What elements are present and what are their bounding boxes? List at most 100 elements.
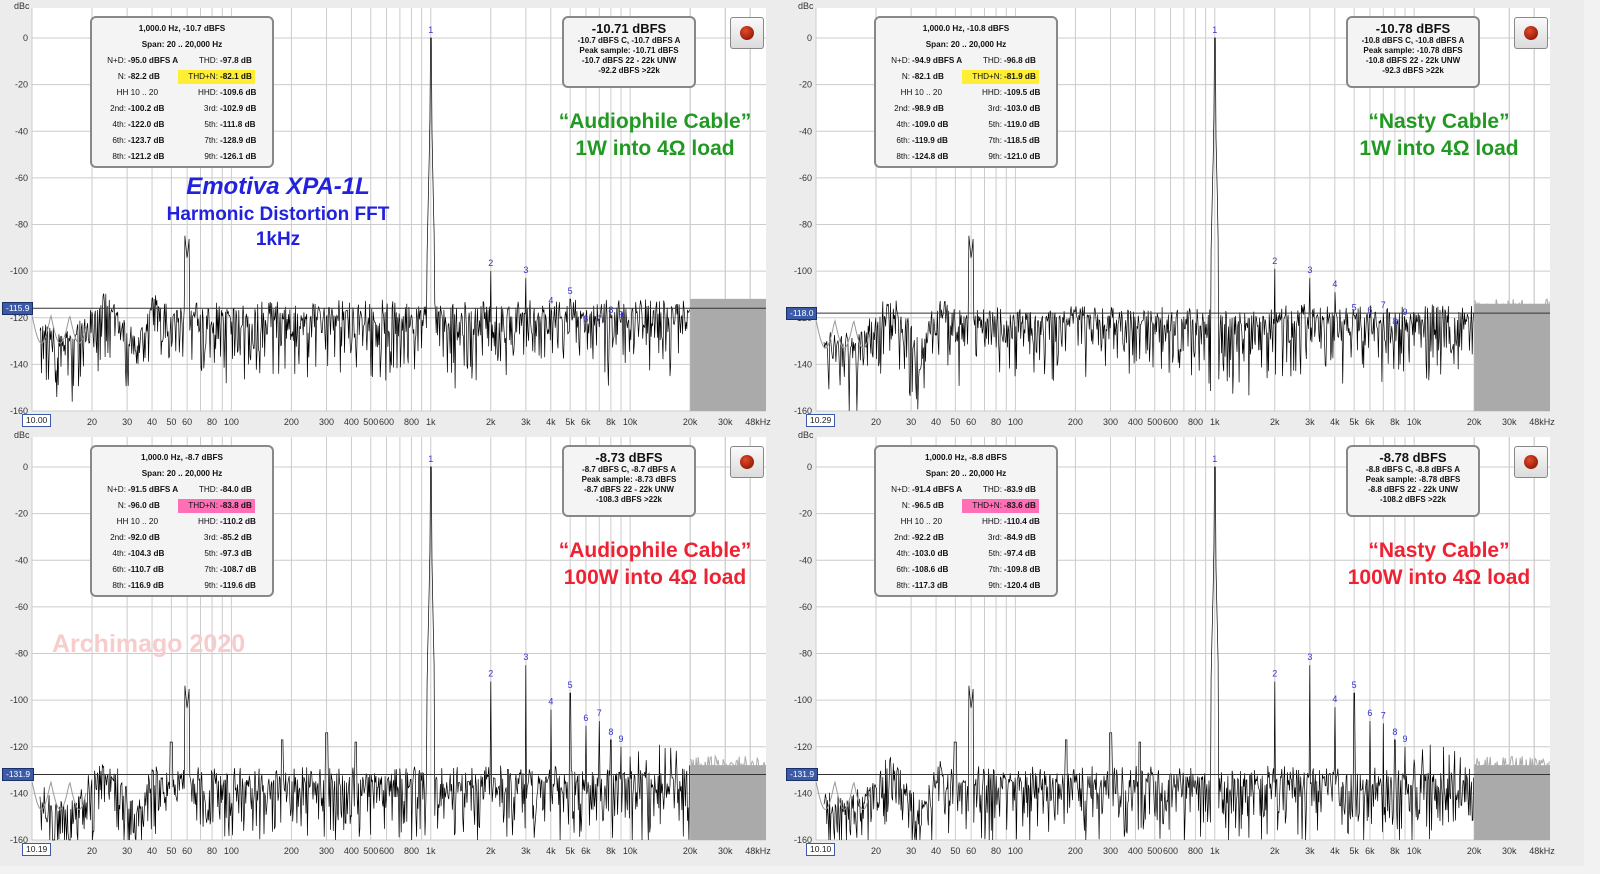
distortion-info-box: 1,000.0 Hz, -8.8 dBFS Span: 20 .. 20,000 … bbox=[874, 445, 1058, 597]
info-label: THD: bbox=[198, 56, 218, 65]
info-label: THD: bbox=[198, 485, 218, 494]
harmonic-label: 4 bbox=[1332, 279, 1337, 289]
fft-trace bbox=[39, 466, 690, 841]
info-row: 1,000.0 Hz, -8.7 dBFS bbox=[92, 451, 272, 465]
filtered-trace bbox=[689, 299, 766, 318]
caption-line2: 1W into 4Ω load bbox=[575, 137, 735, 160]
harmonic-label: 9 bbox=[1403, 734, 1408, 744]
info-value: -121.2 dB bbox=[128, 152, 165, 161]
y-tick-label: -40 bbox=[15, 555, 28, 565]
level-line: -8.8 dBFS 22 - 22k UNW bbox=[1368, 485, 1458, 494]
x-tick-label: 60 bbox=[182, 846, 192, 856]
record-button[interactable] bbox=[730, 446, 764, 478]
info-label: THD+N: bbox=[962, 499, 1004, 513]
chart-title: Emotiva XPA-1L Harmonic Distortion FFT 1… bbox=[128, 172, 428, 252]
level-readout-box: -8.73 dBFS -8.7 dBFS C, -8.7 dBFS A Peak s… bbox=[562, 445, 696, 517]
info-freq: 1,000.0 Hz, -10.7 dBFS bbox=[138, 24, 226, 33]
y-tick-label: -160 bbox=[794, 835, 812, 845]
info-label: 8th: bbox=[896, 152, 910, 161]
x-tick-label: 30 bbox=[906, 846, 916, 856]
filtered-region bbox=[690, 765, 766, 840]
info-value: -83.6 dB bbox=[1004, 499, 1039, 513]
x-tick-label: 20 bbox=[87, 417, 97, 427]
info-label: 2nd: bbox=[110, 104, 126, 113]
info-value: -85.2 dB bbox=[220, 533, 252, 542]
floor-level-badge: -118.0 bbox=[786, 307, 818, 321]
caption-line2: 100W into 4Ω load bbox=[563, 566, 747, 589]
info-hh-range: HH 10 .. 20 bbox=[116, 517, 158, 526]
y-tick-label: -100 bbox=[10, 695, 28, 705]
info-row: 6th: -108.6 dB 7th: -109.8 dB bbox=[876, 563, 1056, 577]
info-label: 3rd: bbox=[203, 533, 218, 542]
x-tick-label: 1k bbox=[1210, 846, 1220, 856]
filtered-region bbox=[1474, 303, 1550, 411]
x-tick-label: 400 bbox=[344, 846, 359, 856]
x-tick-label: 8k bbox=[606, 846, 616, 856]
harmonic-label: 8 bbox=[608, 305, 613, 315]
info-label: N: bbox=[901, 501, 910, 510]
info-row: HH 10 .. 20 HHD: -109.6 dB bbox=[92, 86, 272, 100]
x-tick-label: 80 bbox=[991, 846, 1001, 856]
info-label: 4th: bbox=[112, 549, 126, 558]
record-button[interactable] bbox=[1514, 446, 1548, 478]
y-tick-label: -40 bbox=[799, 126, 812, 136]
harmonic-label: 2 bbox=[1272, 668, 1277, 678]
x-tick-label: 2k bbox=[486, 417, 496, 427]
y-tick-label: -120 bbox=[10, 313, 28, 323]
x-tick-label: 4k bbox=[1330, 846, 1340, 856]
x-tick-label: 20 bbox=[871, 846, 881, 856]
y-tick-label: -40 bbox=[15, 126, 28, 136]
y-tick-label: 0 bbox=[23, 33, 28, 43]
x-tick-label: 3k bbox=[521, 417, 531, 427]
level-line: -92.2 dBFS >22k bbox=[598, 66, 660, 75]
y-tick-label: -20 bbox=[799, 509, 812, 519]
y-tick-label: -160 bbox=[794, 406, 812, 416]
info-value: -121.0 dB bbox=[1004, 152, 1041, 161]
info-row: 4th: -103.0 dB 5th: -97.4 dB bbox=[876, 547, 1056, 561]
x-tick-label: 10k bbox=[623, 846, 638, 856]
x-tick-label: 48kHz bbox=[745, 846, 771, 856]
level-readout-box: -10.78 dBFS -10.8 dBFS C, -10.8 dBFS A Pea… bbox=[1346, 16, 1480, 88]
info-label: 3rd: bbox=[987, 533, 1002, 542]
record-button[interactable] bbox=[730, 17, 764, 49]
info-label: 9th: bbox=[988, 581, 1002, 590]
info-label: HHD: bbox=[981, 88, 1002, 97]
x-tick-label: 500 bbox=[1147, 417, 1162, 427]
x-tick-label: 8k bbox=[1390, 846, 1400, 856]
y-unit-label: dBc bbox=[798, 430, 814, 440]
level-readout-box: -10.71 dBFS -10.7 dBFS C, -10.7 dBFS A Pea… bbox=[562, 16, 696, 88]
info-value: -92.0 dB bbox=[128, 533, 160, 542]
x-tick-label: 6k bbox=[581, 846, 591, 856]
x-tick-label: 300 bbox=[319, 846, 334, 856]
x-tick-label: 200 bbox=[1068, 846, 1083, 856]
info-label: 3rd: bbox=[203, 104, 218, 113]
record-button[interactable] bbox=[1514, 17, 1548, 49]
info-row: N: -96.5 dB THD+N: -83.6 dB bbox=[876, 499, 1056, 513]
x-tick-label: 10k bbox=[1407, 417, 1422, 427]
x-tick-label: 8k bbox=[606, 417, 616, 427]
info-row: N: -82.2 dB THD+N: -82.1 dB bbox=[92, 70, 272, 84]
x-tick-label: 60 bbox=[966, 417, 976, 427]
info-label: 4th: bbox=[896, 120, 910, 129]
panel-caption: “Audiophile Cable” 100W into 4Ω load bbox=[520, 537, 790, 591]
info-label: 6th: bbox=[112, 565, 126, 574]
record-icon bbox=[740, 455, 754, 469]
x-tick-label: 800 bbox=[404, 417, 419, 427]
harmonic-label: 9 bbox=[619, 309, 624, 319]
info-value: -116.9 dB bbox=[128, 581, 164, 590]
info-row: Span: 20 .. 20,000 Hz bbox=[876, 38, 1056, 52]
x-tick-label: 6k bbox=[1365, 846, 1375, 856]
x-tick-label: 80 bbox=[991, 417, 1001, 427]
x-tick-label: 20k bbox=[683, 417, 698, 427]
level-line: Peak sample: -10.78 dBFS bbox=[1363, 46, 1463, 55]
record-icon bbox=[1524, 455, 1538, 469]
info-label: 8th: bbox=[112, 152, 126, 161]
info-label: 6th: bbox=[896, 565, 910, 574]
x-tick-label: 50 bbox=[950, 417, 960, 427]
level-readout-box: -8.78 dBFS -8.8 dBFS C, -8.8 dBFS A Peak s… bbox=[1346, 445, 1480, 517]
x-tick-label: 40 bbox=[931, 846, 941, 856]
caption-line1: “Nasty Cable” bbox=[1368, 539, 1510, 562]
x-tick-label: 100 bbox=[224, 417, 239, 427]
harmonic-label: 1 bbox=[1212, 25, 1217, 35]
info-value: -109.5 dB bbox=[1004, 88, 1041, 97]
